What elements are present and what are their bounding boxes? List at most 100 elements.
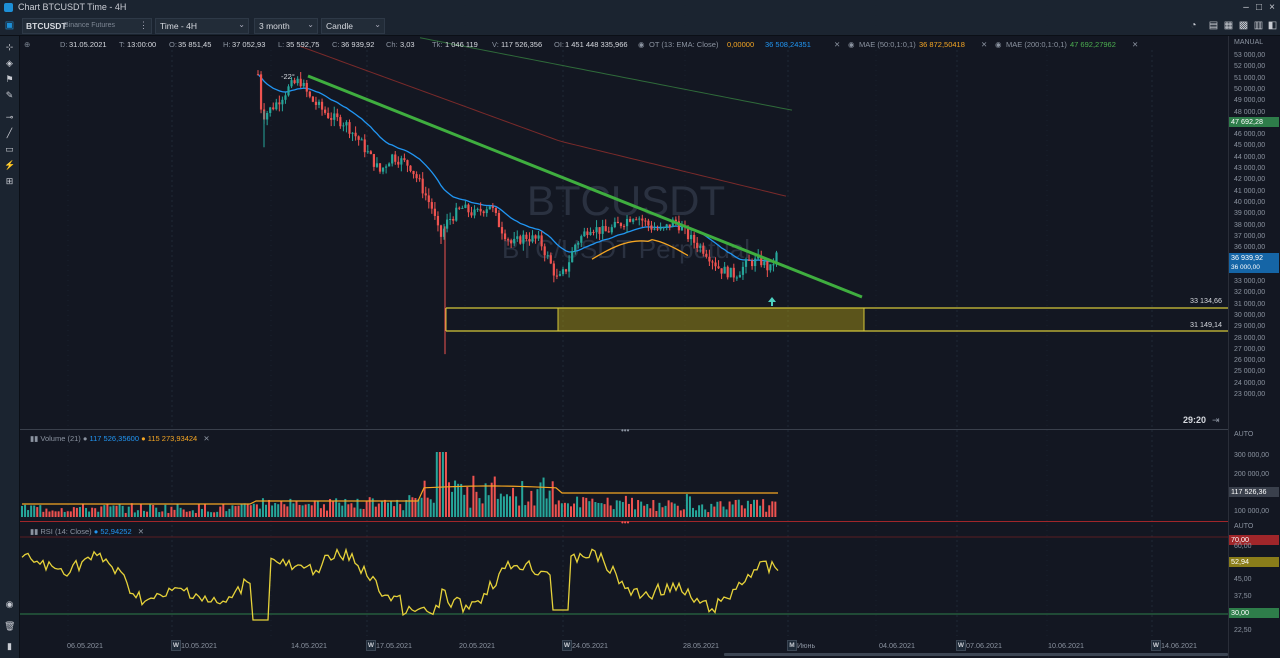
rsi-axis-mode[interactable]: AUTO [1234, 523, 1254, 530]
volume-bar [542, 477, 545, 517]
ind3-visibility-icon[interactable]: ◉ [995, 40, 1002, 49]
volume-bar [30, 505, 33, 517]
measure-icon[interactable]: ⊞ [5, 176, 14, 186]
ind3-close-icon[interactable]: ✕ [1132, 40, 1139, 49]
ind2-visibility-icon[interactable]: ◉ [848, 40, 855, 49]
mae50-line [299, 45, 787, 260]
layers-icon[interactable]: ◈ [6, 58, 13, 68]
volume-close-icon[interactable]: ✕ [203, 434, 210, 443]
maximize-button[interactable]: □ [1255, 2, 1263, 13]
range-select[interactable]: 3 month ⌄ [254, 18, 318, 34]
trend-line-icon[interactable]: ╱ [6, 128, 13, 138]
ind1-visibility-icon[interactable]: ◉ [638, 40, 645, 49]
volume-title[interactable]: Volume (21) [40, 434, 81, 443]
pane-resize-handle-icon[interactable]: ••• [621, 426, 630, 435]
candle-body [729, 267, 732, 278]
pane-separator[interactable] [20, 521, 1280, 522]
h-value: 37 052,93 [232, 40, 266, 49]
candlestick-series [256, 70, 778, 355]
l-label: L: [278, 40, 285, 49]
eye-icon[interactable]: ◉ [5, 599, 14, 609]
volume-bar [472, 475, 475, 517]
price-axis[interactable]: MANUAL 53 000,00 52 000,00 51 000,00 50 000… [1228, 36, 1280, 658]
candle-body [418, 178, 421, 180]
brush-icon[interactable]: ✎ [5, 90, 14, 100]
volume-bar [438, 452, 441, 517]
candle-body [415, 174, 418, 179]
volume-bar [121, 505, 124, 517]
volume-bar [191, 510, 194, 517]
time-axis[interactable]: 06.05.2021 W 10.05.2021 14.05.2021 W 17.… [20, 636, 1228, 658]
settings-icon[interactable]: ▥ [1253, 20, 1264, 31]
price-axis-mode[interactable]: MANUAL [1234, 39, 1264, 46]
pane-separator[interactable] [20, 429, 1280, 430]
horizontal-line-icon[interactable]: ⊸ [5, 112, 14, 122]
volume-axis-mode[interactable]: AUTO [1234, 431, 1254, 438]
scroll-to-end-icon[interactable]: ⇥ [1212, 415, 1220, 425]
close-button[interactable]: × [1269, 2, 1275, 13]
volume-bar [585, 497, 588, 517]
angle-label: -22° [281, 72, 295, 81]
support-zone-rect [557, 307, 865, 332]
trend-line [307, 74, 863, 299]
volume-bar [710, 503, 713, 517]
candle-body [589, 231, 592, 235]
volume-bar [33, 505, 36, 517]
minimize-button[interactable]: – [1243, 2, 1249, 13]
chart-canvas[interactable]: BTCUSDT BTC/USDT Perpetual -22°33 134,66… [20, 36, 1228, 636]
ind1-close-icon[interactable]: ✕ [834, 40, 841, 49]
candle-body [369, 151, 372, 155]
ind3-title[interactable]: MAE (200:0,1:0,1) [1006, 40, 1067, 49]
volume-bar [441, 452, 444, 517]
candle-body [686, 227, 690, 240]
price-axis-label: 52 000,00 [1234, 63, 1266, 71]
alert-icon[interactable]: ⚑ [5, 74, 14, 84]
rsi-70-tag: 70,00 [1229, 535, 1279, 545]
candle-body [360, 139, 363, 141]
chart-type-select[interactable]: Candle ⌄ [321, 18, 385, 34]
candle-body [439, 225, 443, 237]
layout-icon[interactable]: ▤ [1208, 20, 1219, 31]
candle-body [653, 228, 656, 230]
ind2-title[interactable]: MAE (50:0,1:0,1) [859, 40, 916, 49]
sidebar-toggle-icon[interactable]: ◧ [1267, 20, 1278, 31]
ch-label: Ch: [386, 40, 398, 49]
candle-body [680, 226, 684, 231]
fibonacci-icon[interactable]: ⚡ [4, 160, 16, 170]
candle-body [345, 122, 348, 126]
ohlc-collapse-icon[interactable]: ⊕ [24, 40, 31, 49]
volume-bar [466, 486, 469, 517]
trash-icon[interactable]: 🗑 [4, 621, 16, 631]
time-scrollbar[interactable] [724, 653, 1228, 656]
rsi-title[interactable]: RSI (14: Close) [40, 527, 92, 536]
more-icon[interactable]: ⋮ [139, 20, 148, 30]
volume-bar [393, 506, 396, 517]
grid-icon[interactable]: ▦ [1223, 20, 1234, 31]
volume-bar [100, 506, 103, 517]
cursor-icon[interactable]: ⊹ [5, 42, 14, 52]
rsi-close-icon[interactable]: ✕ [137, 527, 145, 536]
volume-bar [603, 504, 606, 517]
pane-resize-handle-icon[interactable]: ••• [621, 518, 630, 527]
speedometer-icon[interactable]: ◔ [1190, 20, 1197, 31]
ind2-close-icon[interactable]: ✕ [981, 40, 988, 49]
timeframe-select[interactable]: Time - 4H ⌄ [155, 18, 249, 34]
volume-bar [234, 506, 237, 517]
lock-icon[interactable]: ▮ [7, 641, 12, 651]
volume-bar [341, 505, 344, 517]
rsi-axis-label: 45,00 [1234, 576, 1252, 583]
volume-bar [487, 495, 490, 517]
candle-body [296, 78, 299, 84]
symbol-selector[interactable]: BTCUSDT Binance Futures ⋮ [22, 18, 152, 34]
candle-body [406, 160, 409, 166]
rectangle-icon[interactable]: ▭ [5, 144, 14, 154]
candle-body [528, 238, 531, 242]
candle-body [458, 207, 461, 209]
screenshot-icon[interactable]: ▩ [1238, 20, 1249, 31]
price-axis-label: 33 000,00 [1234, 278, 1266, 285]
candle-body [647, 220, 650, 226]
volume-bar [594, 502, 597, 517]
candle-body [464, 204, 467, 208]
ind1-title[interactable]: OT (13: EMA: Close) [649, 40, 719, 49]
panel-toggle-icon[interactable]: ▣ [4, 20, 15, 31]
